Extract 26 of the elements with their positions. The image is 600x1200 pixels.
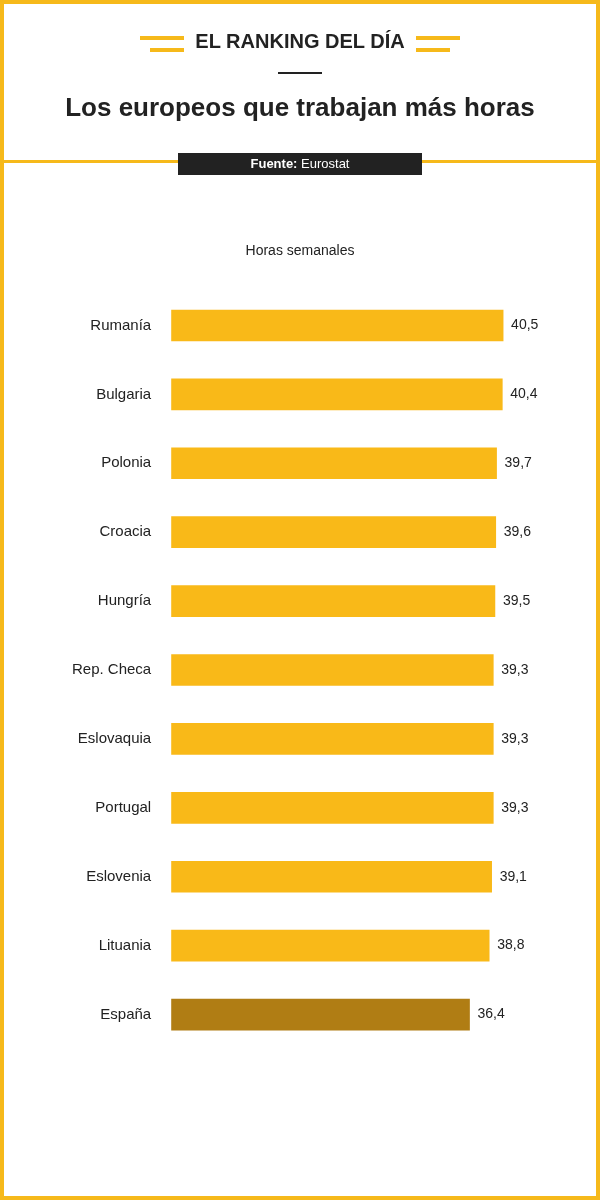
data-label: 38,8 [497, 936, 525, 953]
y-tick-label: Rep. Checa [71, 660, 152, 678]
data-label: 39,7 [504, 454, 533, 471]
y-tick-label: Bulgaria [96, 384, 152, 402]
text: EL RANKING DEL DÍA [194, 30, 406, 53]
data-label: 39,3 [501, 729, 529, 746]
y-tick-label: Portugal [95, 797, 152, 815]
data-label: 39,3 [501, 660, 529, 677]
chart-title: Los europeos que trabajan más horas [64, 92, 536, 123]
y-tick-label: Rumanía [90, 315, 152, 333]
y-tick-label: Polonia [101, 453, 152, 471]
y-tick-label: Eslovaquia [77, 729, 152, 747]
data-label: 36,4 [477, 1005, 505, 1022]
data-label: 40,5 [511, 316, 539, 333]
data-label: 40,4 [510, 385, 538, 402]
y-tick-label: Croacia [99, 522, 152, 540]
data-label: 39,6 [503, 523, 532, 540]
y-tick-label: España [100, 1004, 152, 1022]
data-label: 39,3 [501, 798, 529, 815]
data-label: 39,1 [499, 867, 528, 884]
data-label: 39,5 [502, 591, 531, 608]
y-tick-label: Lituania [98, 935, 152, 953]
source-note: Fuente: Eurostat [178, 153, 422, 175]
y-tick-label: Eslovenia [86, 866, 152, 884]
y-tick-label: Hungría [97, 591, 152, 609]
x-axis-title: Horas semanales [244, 242, 356, 258]
